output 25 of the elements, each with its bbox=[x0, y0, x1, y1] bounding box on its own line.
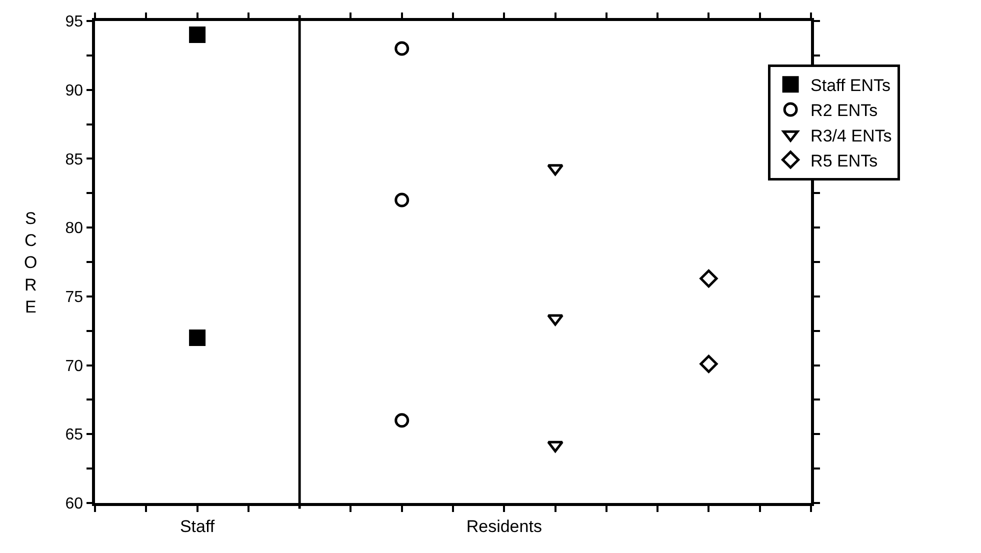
y-tick-label: 85 bbox=[65, 151, 84, 168]
y-tick-label: 90 bbox=[65, 82, 84, 100]
y-axis-title: SCORE bbox=[24, 209, 38, 316]
legend-label: R2 ENTs bbox=[810, 101, 878, 120]
legend-label: R5 ENTs bbox=[810, 151, 878, 170]
y-tick-label: 60 bbox=[65, 496, 84, 513]
legend-label: Staff ENTs bbox=[810, 76, 891, 96]
point bbox=[394, 192, 410, 208]
y-tick-label: 80 bbox=[65, 220, 84, 238]
point bbox=[394, 41, 410, 56]
point bbox=[547, 164, 564, 176]
point bbox=[189, 329, 206, 346]
y-tick-label: 70 bbox=[65, 358, 84, 375]
x-tick-label: Staff bbox=[180, 517, 215, 536]
y-tick-label: 95 bbox=[65, 14, 84, 31]
point bbox=[547, 440, 564, 452]
y-tick-label: 65 bbox=[65, 426, 84, 444]
y-tick-label: 75 bbox=[65, 289, 84, 306]
point bbox=[394, 413, 410, 428]
point bbox=[189, 26, 206, 44]
point bbox=[700, 269, 718, 288]
point bbox=[547, 314, 564, 326]
point bbox=[700, 354, 718, 373]
legend-label: R3/4 ENTs bbox=[810, 126, 892, 146]
x-tick-label: Residents bbox=[466, 517, 542, 536]
